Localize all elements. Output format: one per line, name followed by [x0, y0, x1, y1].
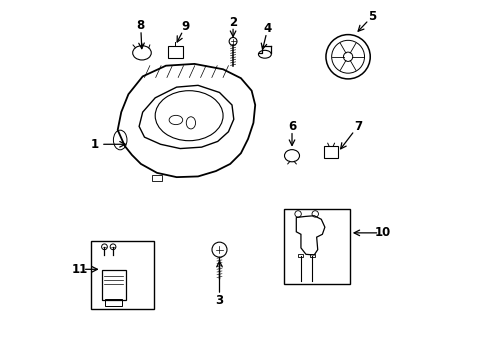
Text: 5: 5: [367, 10, 376, 23]
Bar: [152, 175, 162, 181]
Text: 2: 2: [228, 15, 237, 28]
Text: 11: 11: [71, 263, 87, 276]
Bar: [298, 254, 303, 257]
Bar: [283, 208, 349, 284]
Text: 4: 4: [263, 22, 271, 35]
Text: 1: 1: [91, 138, 99, 151]
Bar: [309, 254, 314, 257]
Text: 6: 6: [287, 120, 296, 133]
Bar: [102, 270, 125, 300]
Bar: [91, 241, 154, 309]
Text: 10: 10: [374, 226, 390, 239]
Text: 3: 3: [215, 293, 223, 306]
Text: 8: 8: [136, 19, 144, 32]
Text: 7: 7: [353, 120, 362, 133]
Text: 9: 9: [182, 20, 190, 33]
Bar: [323, 147, 337, 158]
Bar: [105, 299, 122, 306]
Bar: [167, 46, 183, 58]
